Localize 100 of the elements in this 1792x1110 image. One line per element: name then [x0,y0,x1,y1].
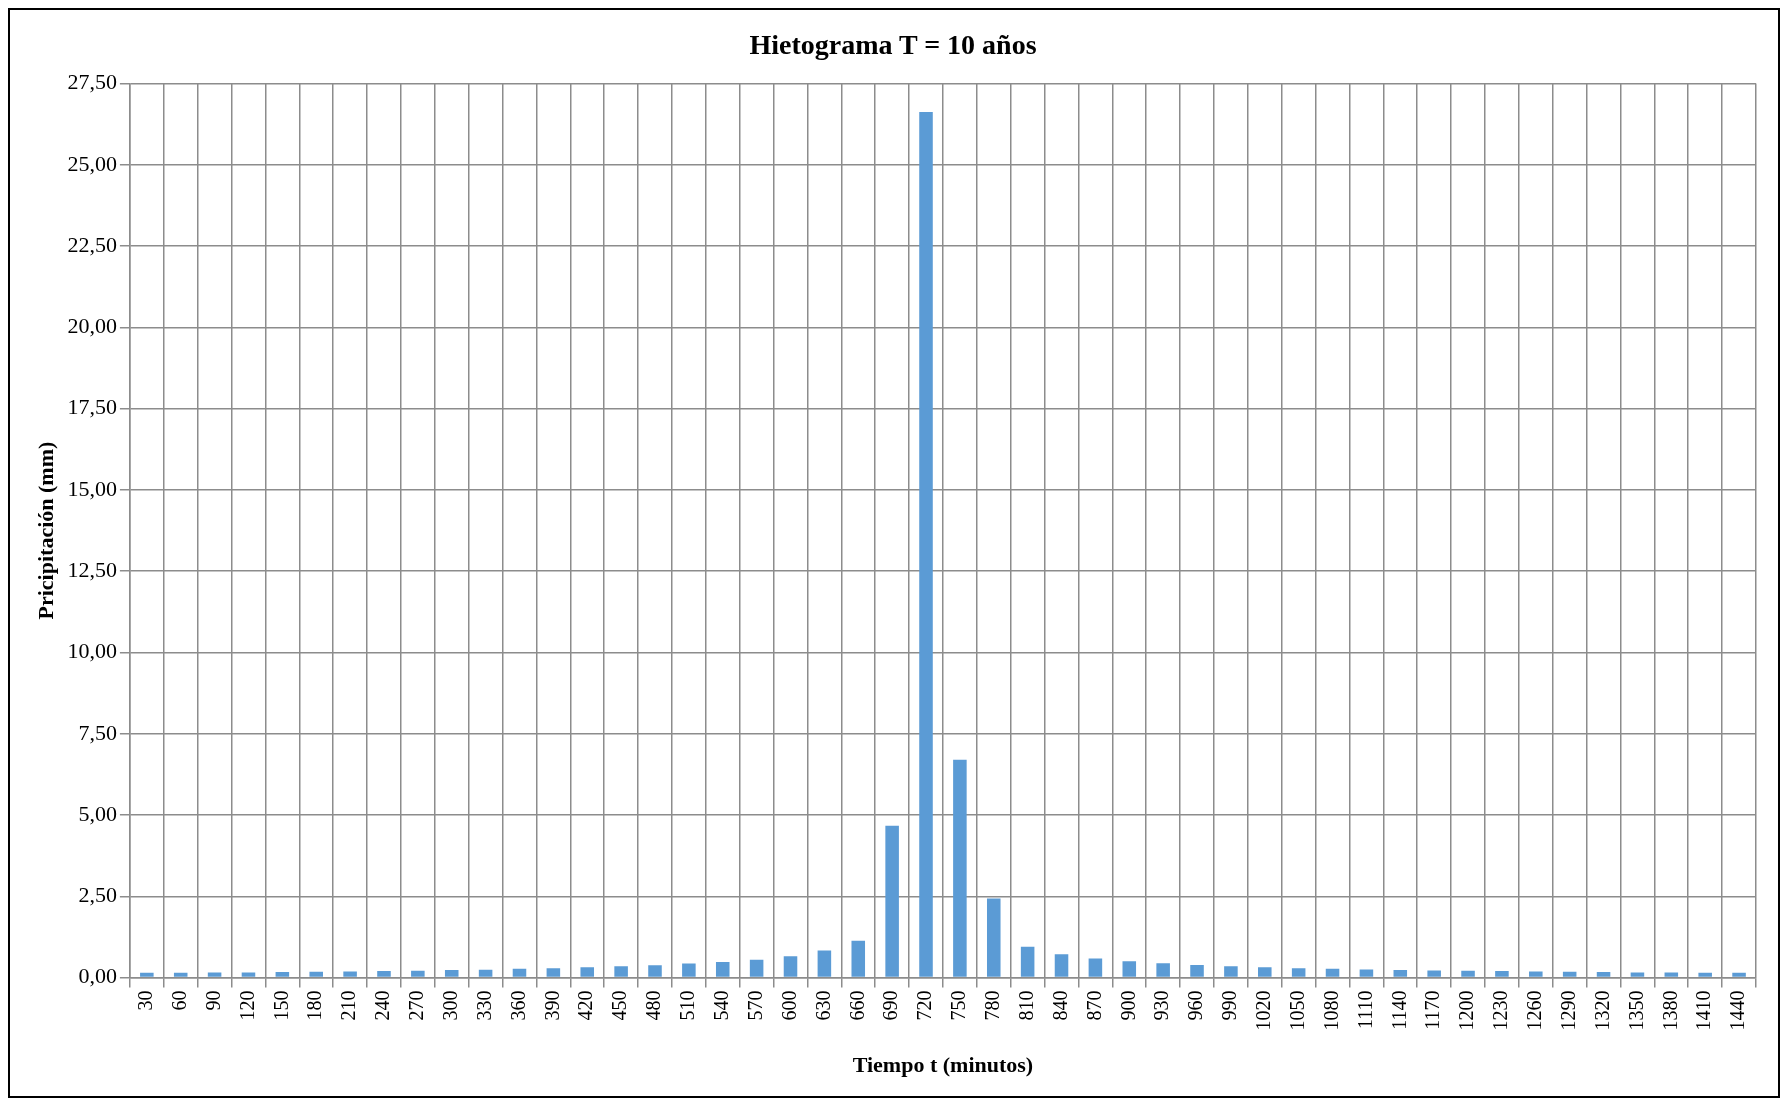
y-tick-label: 12,50 [67,557,117,583]
x-tick-label: 1200 [1455,990,1478,1031]
bar [1291,968,1306,977]
bar [140,972,154,977]
x-tick-label: 210 [337,990,360,1021]
y-tick-label: 27,50 [67,69,117,95]
bar [478,969,493,977]
x-tick-label: 30 [134,990,157,1011]
bar [1732,972,1746,977]
bar [377,971,391,977]
x-tick-label: 420 [574,990,597,1021]
bar [614,966,628,977]
x-tick-label: 900 [1116,990,1139,1021]
bar [851,940,866,977]
x-tick-label: 330 [472,990,495,1021]
bar [749,959,764,977]
x-tick-label: 120 [235,990,258,1021]
x-tick-label: 1350 [1624,990,1647,1031]
bar [783,956,798,977]
bar [512,968,527,977]
y-tick-label: 5,00 [78,800,117,826]
x-tick-label: 930 [1150,990,1173,1021]
bar [1529,971,1543,977]
x-tick-label: 1290 [1556,990,1579,1031]
y-tick-label: 2,50 [78,882,117,908]
bar [715,962,730,977]
bar [1393,970,1408,977]
bar [1156,963,1170,977]
x-tick-label: 660 [845,990,868,1021]
bar [1596,972,1611,977]
x-tick-label: 1380 [1658,990,1681,1031]
x-tick-label: 510 [676,990,699,1021]
y-tick-label: 20,00 [67,313,117,339]
bar [986,898,1001,977]
x-tick-label: 1140 [1387,990,1410,1030]
bar [1325,968,1340,977]
x-tick-label: 1440 [1726,990,1749,1031]
bar [1020,946,1035,977]
x-tick-label: 300 [438,990,461,1021]
bar [1054,954,1069,977]
x-tick-label: 390 [540,990,563,1021]
bar [309,971,323,977]
bar [1495,971,1509,977]
bar [648,965,662,977]
bar [411,970,425,977]
x-tick-label: 990 [1218,990,1241,1021]
bar [885,825,899,977]
x-tick-label: 180 [303,990,326,1021]
bar [1258,967,1272,977]
y-tick-label: 25,00 [67,150,117,176]
bar [817,950,832,977]
x-tick-label: 870 [1082,990,1105,1021]
x-tick-label: 1230 [1489,990,1512,1031]
bar [207,972,222,977]
x-tick-label: 60 [167,990,190,1011]
bar [1562,971,1577,977]
bar [546,968,561,977]
x-tick-label: 1050 [1285,990,1308,1031]
x-tick-label: 540 [710,990,732,1021]
bar [173,972,188,977]
bar [1190,964,1204,977]
bar [1698,972,1712,977]
x-tick-label: 1170 [1421,990,1444,1030]
bar [1630,972,1645,977]
bar [444,970,459,977]
x-tick-label: 600 [777,990,800,1021]
bar [953,759,967,977]
x-tick-label: 960 [1184,990,1207,1021]
y-axis-title: Pricipitación (mm) [32,441,58,620]
bar [275,972,290,977]
x-tick-label: 1260 [1523,990,1546,1031]
bar [1359,969,1374,977]
x-tick-label: 810 [1014,990,1037,1021]
y-tick-label: 22,50 [67,231,117,257]
bar [343,971,357,977]
bar [241,972,256,977]
bar [919,111,933,977]
chart-title: Hietograma T = 10 años [749,29,1037,61]
y-tick-label: 10,00 [67,638,117,664]
x-tick-label: 840 [1048,990,1071,1021]
bar [580,967,595,977]
x-tick-label: 90 [201,990,224,1011]
bar [1122,961,1137,977]
bar [1224,966,1238,977]
x-tick-label: 150 [269,990,292,1021]
y-tick-label: 17,50 [67,394,117,420]
x-tick-label: 360 [506,990,529,1021]
bar [1664,972,1679,977]
x-tick-label: 630 [811,990,834,1021]
bar [1427,970,1441,977]
x-tick-label: 780 [981,990,1004,1021]
x-tick-label: 1020 [1252,990,1275,1031]
x-tick-label: 1110 [1353,990,1376,1030]
x-tick-label: 750 [947,990,970,1021]
x-tick-label: 720 [913,990,936,1021]
x-tick-label: 1320 [1590,990,1613,1031]
x-tick-label: 270 [405,990,428,1021]
x-tick-label: 690 [879,990,902,1021]
bar [1088,958,1103,977]
x-tick-label: 1080 [1319,990,1342,1031]
